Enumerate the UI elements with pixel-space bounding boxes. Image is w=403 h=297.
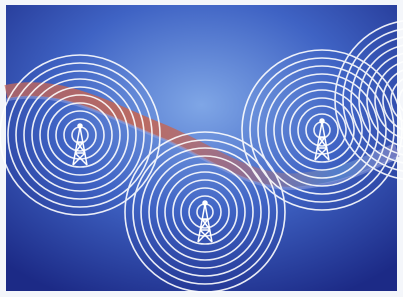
illustration — [0, 0, 403, 297]
tower-tip — [320, 119, 324, 123]
tower-tip — [78, 124, 82, 128]
tower-tip — [203, 201, 207, 205]
page: (() => { const ns = 'http://www.w3.org/2… — [0, 0, 403, 297]
